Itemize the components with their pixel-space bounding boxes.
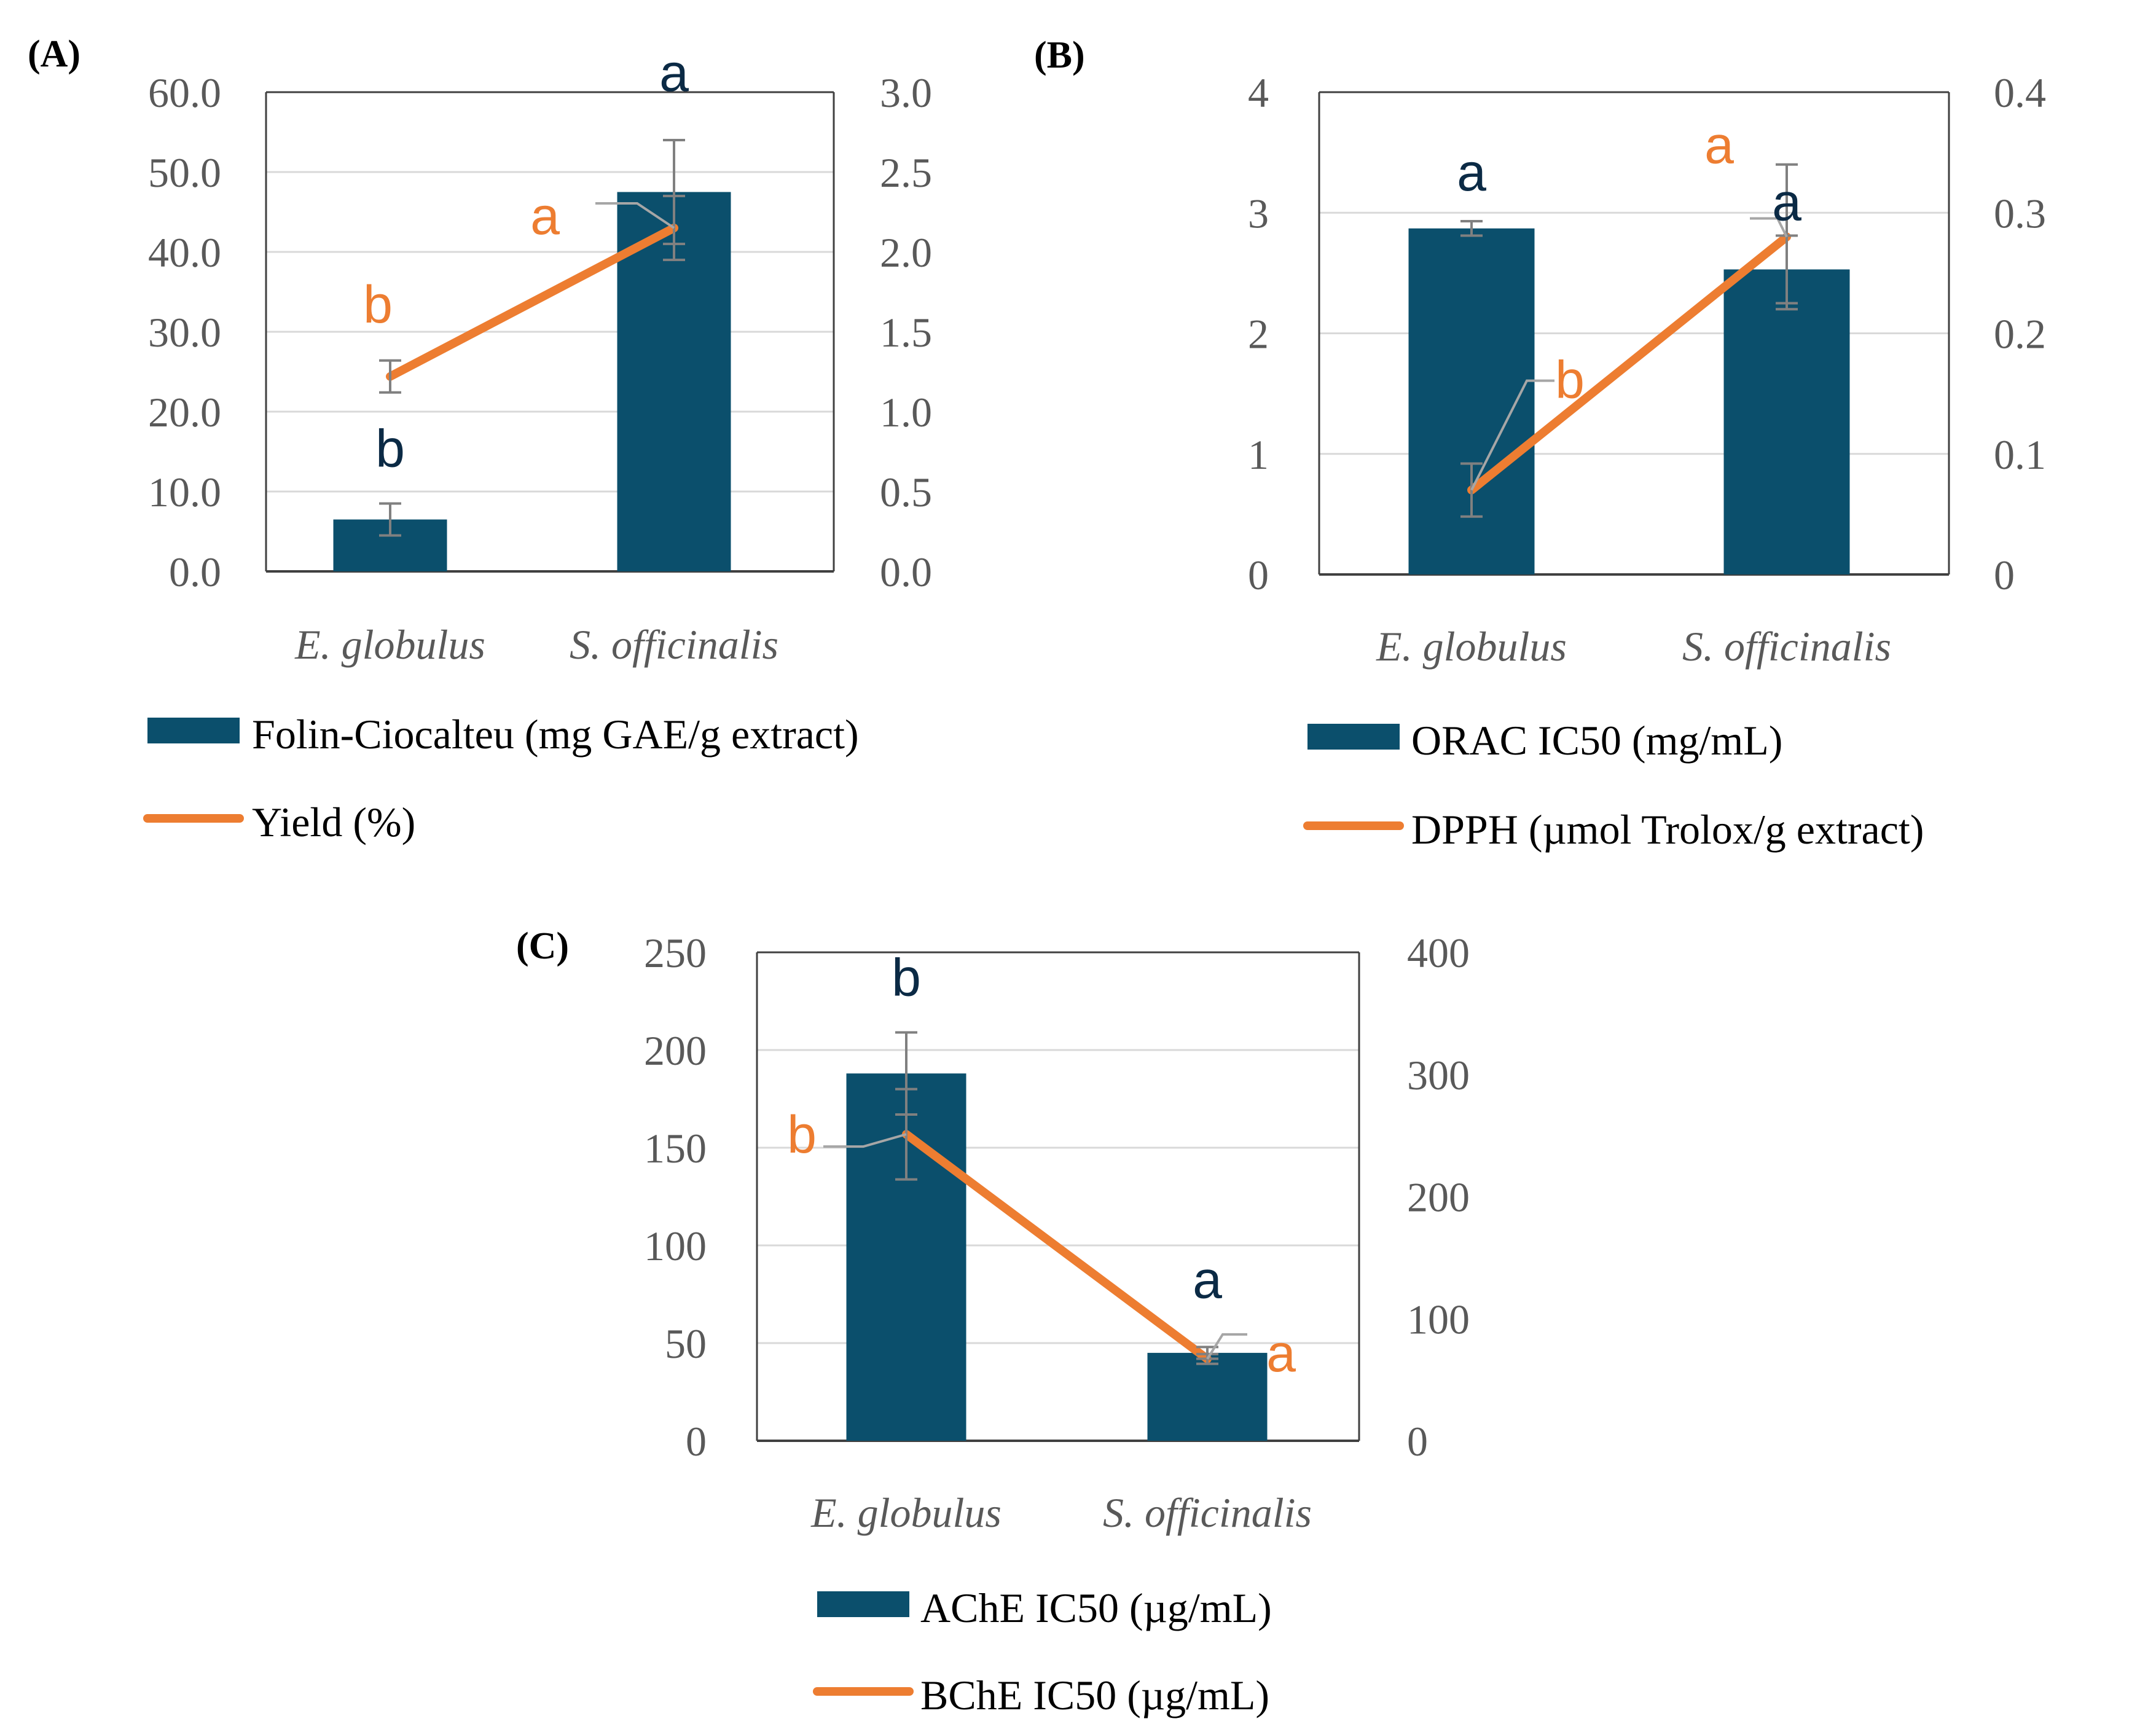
panel-3-right-tick-label: 100 <box>1407 1296 1470 1342</box>
panel-2-letter-leader <box>1750 217 1788 238</box>
panel-3-left-tick-label: 100 <box>644 1223 707 1269</box>
panel-1-left-tick-label: 20.0 <box>148 389 221 436</box>
panel-2-left-tick-label: 0 <box>1248 552 1269 598</box>
panel-2-bar-sig-letter: a <box>1457 143 1486 202</box>
panel-2-category-label: E. globulus <box>1376 623 1567 670</box>
panel-3-legend-line-label: BChE IC50 (µg/mL) <box>920 1672 1269 1718</box>
panel-3-label: (C) <box>516 925 569 967</box>
panel-2-right-tick-label: 0 <box>1994 552 2015 598</box>
panel-3-category-label: E. globulus <box>810 1489 1002 1536</box>
panel-1-right-tick-label: 0.5 <box>880 469 932 515</box>
panel-2-legend-bar-swatch <box>1307 724 1400 750</box>
panel-1-right-tick-label: 3.0 <box>880 69 932 116</box>
panel-2-left-tick-label: 2 <box>1248 311 1269 358</box>
panel-3-legend-bar-swatch <box>817 1591 909 1617</box>
panel-3-left-tick-label: 50 <box>665 1320 707 1367</box>
panel-2-bar-sig-letter: a <box>1772 173 1801 232</box>
panel-2-legend-bar-label: ORAC IC50 (mg/mL) <box>1411 717 1782 764</box>
panel-1-left-tick-label: 50.0 <box>148 149 221 196</box>
panel-2-right-tick-label: 0.1 <box>1994 431 2046 478</box>
panel-3-right-tick-label: 0 <box>1407 1418 1428 1465</box>
panel-1-left-tick-label: 0.0 <box>169 549 221 595</box>
panel-1-line-series <box>386 224 678 381</box>
panel-2-category-label: S. officinalis <box>1682 623 1891 670</box>
panel-2-line-sig-letter: b <box>1555 351 1585 410</box>
panel-3-left-tick-label: 0 <box>686 1418 707 1465</box>
panel-2-line-series <box>1467 232 1791 495</box>
panel-3-line-sig-letter: a <box>1266 1324 1296 1383</box>
panel-1-line-sig-letter: a <box>530 187 560 246</box>
panel-1-legend-bar-swatch <box>147 718 240 743</box>
panel-1-right-tick-label: 2.5 <box>880 149 932 196</box>
panel-1-left-tick-label: 60.0 <box>148 69 221 116</box>
panel-3-bar-sig-letter: b <box>892 948 921 1007</box>
panel-2-right-tick-label: 0.2 <box>1994 311 2046 358</box>
panel-3-category-label: S. officinalis <box>1103 1489 1312 1536</box>
panel-1-right-tick-label: 1.5 <box>880 309 932 356</box>
panel-3-right-tick-label: 300 <box>1407 1052 1470 1099</box>
panel-3-line-series <box>902 1130 1212 1363</box>
panel-1-label: (A) <box>28 33 80 75</box>
panel-3-bar <box>1147 1352 1268 1441</box>
panel-1-bar-sig-letter: b <box>375 420 405 479</box>
panel-1-category-label: S. officinalis <box>570 621 778 668</box>
panel-1-right-tick-label: 1.0 <box>880 389 932 436</box>
panel-2-line-sig-letter: a <box>1704 116 1734 175</box>
panel-2-left-tick-label: 3 <box>1248 190 1269 237</box>
panel-2-right-tick-label: 0.3 <box>1994 190 2046 237</box>
panel-3-bar-sig-letter: a <box>1193 1250 1222 1309</box>
panel-2-letter-leader <box>1470 379 1554 491</box>
panel-2-left-tick-label: 4 <box>1248 69 1269 116</box>
panel-1-legend-line-label: Yield (%) <box>252 799 415 845</box>
panel-2-bar <box>1723 269 1850 574</box>
panel-2-label: (B) <box>1034 34 1085 76</box>
panel-1-left-tick-label: 10.0 <box>148 469 221 515</box>
panel-3-left-tick-label: 150 <box>644 1125 707 1172</box>
panel-1-letter-leader <box>595 202 675 229</box>
panel-3-line-sig-letter: b <box>787 1105 817 1164</box>
panel-2-legend-line-label: DPPH (µmol Trolox/g extract) <box>1411 806 1924 853</box>
panel-3-left-tick-label: 250 <box>644 930 707 976</box>
panel-3-legend-bar-label: AChE IC50 (µg/mL) <box>920 1585 1272 1631</box>
panel-3-left-tick-label: 200 <box>644 1027 707 1074</box>
panel-1-left-tick-label: 30.0 <box>148 309 221 356</box>
panel-3-letter-leader <box>823 1133 907 1148</box>
panel-1-right-tick-label: 0.0 <box>880 549 932 595</box>
panel-1-line-sig-letter: b <box>363 275 393 334</box>
panel-3-right-tick-label: 200 <box>1407 1174 1470 1221</box>
panel-2-right-tick-label: 0.4 <box>1994 69 2046 116</box>
panel-1-left-tick-label: 40.0 <box>148 229 221 276</box>
panel-1-right-tick-label: 2.0 <box>880 229 932 276</box>
panel-3-right-tick-label: 400 <box>1407 930 1470 976</box>
panel-2-left-tick-label: 1 <box>1248 431 1269 478</box>
panel-3-letter-leader <box>1206 1333 1247 1360</box>
panel-1-legend-bar-label: Folin-Ciocalteu (mg GAE/g extract) <box>252 711 859 758</box>
panel-1-category-label: E. globulus <box>294 621 485 668</box>
panel-1-bar-sig-letter: a <box>659 44 689 103</box>
